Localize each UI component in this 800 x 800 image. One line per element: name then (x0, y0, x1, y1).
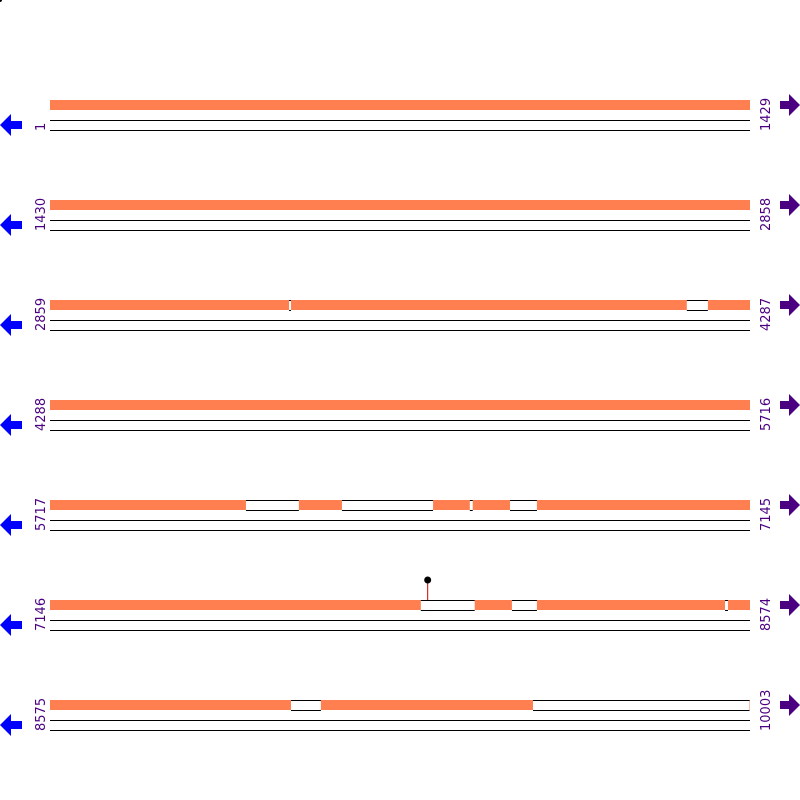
row-start-label: 8575 (34, 698, 49, 731)
gap-box (291, 700, 321, 710)
arrow-left-icon (0, 714, 22, 736)
pin-icon (424, 576, 432, 584)
feature-bar (50, 300, 750, 310)
sequence-row: 1 1429 (0, 94, 800, 136)
sequence-row: 5717 7145 (0, 494, 800, 536)
feature-bar (50, 100, 750, 110)
row-start-label: 2859 (34, 298, 49, 331)
arrow-right-icon (780, 294, 800, 316)
feature-bar (50, 700, 750, 710)
row-end-label: 7145 (759, 498, 774, 531)
row-start-label: 5717 (34, 498, 49, 531)
gap-box (289, 300, 292, 310)
gap-box (725, 600, 728, 610)
feature-bar (50, 400, 750, 410)
row-start-label: 7146 (34, 598, 49, 631)
sequence-row: 1430 2858 (0, 194, 800, 236)
row-end-label: 10003 (759, 690, 774, 731)
arrow-left-icon (0, 214, 22, 236)
row-start-label: 1430 (34, 198, 49, 231)
gap-box (341, 500, 434, 510)
arrow-right-icon (780, 194, 800, 216)
gap-box (509, 500, 537, 510)
sequence-row: 4288 5716 (0, 394, 800, 436)
arrow-right-icon (780, 694, 800, 716)
arrow-right-icon (780, 94, 800, 116)
gap-box (469, 500, 473, 510)
row-start-label: 1 (34, 123, 49, 131)
feature-bar (50, 200, 750, 210)
arrow-left-icon (0, 114, 22, 136)
arrow-left-icon (0, 314, 22, 336)
sequence-row: 8575 10003 (0, 690, 800, 736)
arrow-right-icon (780, 494, 800, 516)
arrow-left-icon (0, 514, 22, 536)
row-end-label: 5716 (759, 398, 774, 431)
row-end-label: 4287 (759, 298, 774, 331)
sequence-row: 7146 8574 (0, 576, 800, 636)
gap-box (686, 300, 708, 310)
row-end-label: 1429 (759, 98, 774, 131)
gap-box (245, 500, 299, 510)
gap-box (532, 700, 750, 710)
row-end-label: 2858 (759, 198, 774, 231)
arrow-left-icon (0, 614, 22, 636)
sequence-row: 2859 4287 (0, 294, 800, 336)
feature-bar (50, 600, 750, 610)
corner-dot (0, 0, 2, 2)
gap-box (511, 600, 537, 610)
arrow-left-icon (0, 414, 22, 436)
arrow-right-icon (780, 594, 800, 616)
row-end-label: 8574 (759, 598, 774, 631)
arrow-right-icon (780, 394, 800, 416)
gap-box (420, 600, 475, 610)
row-start-label: 4288 (34, 398, 49, 431)
